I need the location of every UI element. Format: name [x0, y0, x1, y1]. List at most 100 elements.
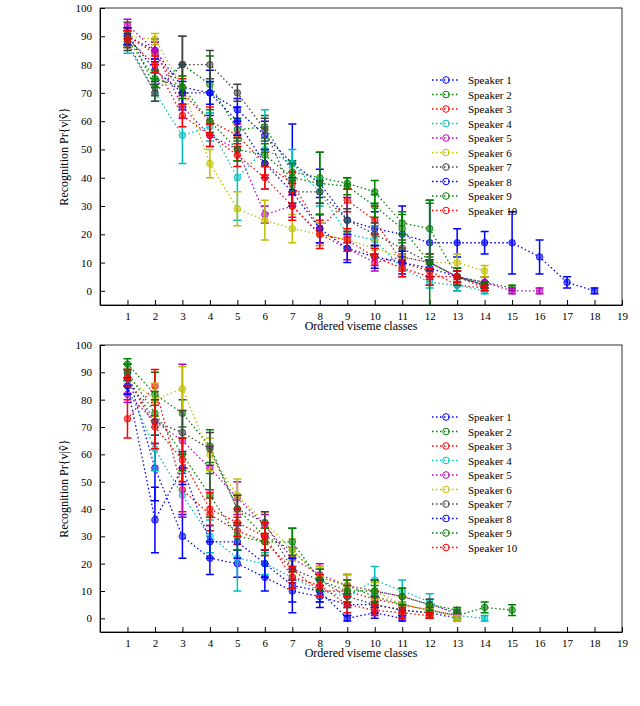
point: [207, 446, 214, 453]
series-line: [127, 364, 512, 615]
point: [207, 132, 214, 139]
error-bar: [233, 135, 241, 220]
legend-marker: [443, 193, 450, 200]
error-bar: [178, 76, 186, 99]
point: [262, 560, 269, 567]
x-tick: 18: [590, 627, 602, 649]
y-tick: 50: [81, 143, 105, 155]
error-bar: [453, 268, 461, 285]
x-tick-mark: [512, 300, 513, 305]
error-bar: [288, 528, 296, 555]
error-bar: [206, 124, 214, 147]
error-bar: [178, 438, 186, 482]
series-line: [127, 36, 594, 291]
x-tick-label: 12: [425, 637, 436, 649]
error-bar: [426, 613, 434, 618]
error-bar: [371, 246, 379, 269]
y-tick-mark: [100, 618, 105, 619]
point: [179, 132, 186, 139]
point: [454, 607, 461, 614]
point: [536, 254, 543, 261]
x-tick: 2: [153, 627, 159, 649]
x-tick-mark: [127, 300, 128, 305]
legend-line: [432, 152, 460, 153]
y-tick: 10: [81, 585, 105, 597]
series: [123, 28, 598, 294]
y-tick-mark: [100, 372, 105, 373]
series: [123, 364, 461, 616]
x-tick-mark: [210, 300, 211, 305]
error-bar: [481, 285, 489, 291]
x-tick-mark: [237, 300, 238, 305]
x-tick-label: 3: [180, 310, 186, 322]
x-tick: 17: [562, 627, 574, 649]
point: [262, 126, 269, 133]
series-line: [127, 36, 484, 288]
point: [289, 174, 296, 181]
point: [399, 265, 406, 272]
x-tick-label: 3: [180, 637, 186, 649]
error-bar: [261, 144, 269, 167]
point: [124, 36, 131, 43]
legend-line: [432, 416, 460, 417]
y-tick-mark: [100, 8, 105, 9]
series: [123, 19, 543, 294]
error-bar: [398, 260, 406, 277]
error-bar: [151, 56, 159, 73]
y-tick-mark: [100, 93, 105, 94]
point: [207, 90, 214, 97]
point: [234, 152, 241, 159]
x-tick-mark: [457, 627, 458, 632]
x-tick-mark: [127, 627, 128, 632]
series-line: [127, 45, 484, 291]
point: [454, 615, 461, 622]
point: [426, 259, 433, 266]
y-axis-title: Recognition Pr{v|v̂}: [57, 439, 71, 537]
point: [289, 574, 296, 581]
series: [123, 31, 488, 305]
x-tick-label: 7: [290, 637, 296, 649]
series-line: [127, 372, 457, 610]
error-bar: [453, 271, 461, 282]
point: [316, 231, 323, 238]
x-tick-mark: [595, 627, 596, 632]
error-bar: [343, 229, 351, 252]
y-tick-label: 0: [87, 285, 93, 297]
error-bar: [481, 231, 489, 254]
x-tick-mark: [347, 627, 348, 632]
point: [234, 206, 241, 213]
error-bar: [233, 107, 241, 135]
point: [207, 90, 214, 97]
legend-line: [432, 123, 460, 124]
plot-frame: [100, 8, 622, 305]
y-tick: 70: [81, 421, 105, 433]
x-tick-label: 13: [452, 637, 464, 649]
series-line: [127, 42, 484, 285]
error-bar: [233, 509, 241, 536]
point: [262, 533, 269, 540]
legend-marker: [443, 486, 450, 493]
point: [179, 385, 186, 392]
error-bar: [261, 523, 269, 550]
point: [207, 132, 214, 139]
legend-entry: Speaker 10: [432, 542, 518, 554]
point: [344, 601, 351, 608]
x-tick-mark: [375, 627, 376, 632]
x-tick-mark: [155, 300, 156, 305]
x-tick-label: 7: [290, 310, 296, 322]
y-axis-title: Recognition Pr{v|v̂}: [57, 107, 71, 205]
legend-label: Speaker 5: [468, 132, 512, 144]
error-bar: [178, 76, 186, 99]
series: [123, 378, 488, 622]
point: [262, 560, 269, 567]
point: [207, 61, 214, 68]
legend-line: [432, 445, 460, 446]
legend-label: Speaker 10: [468, 542, 518, 554]
y-tick: 60: [81, 448, 105, 460]
y-tick-mark: [100, 206, 105, 207]
point: [371, 588, 378, 595]
error-bar: [261, 118, 269, 141]
y-tick-label: 40: [81, 172, 93, 184]
legend-label: Speaker 8: [468, 176, 512, 188]
legend-entry: Speaker 2: [432, 89, 512, 101]
